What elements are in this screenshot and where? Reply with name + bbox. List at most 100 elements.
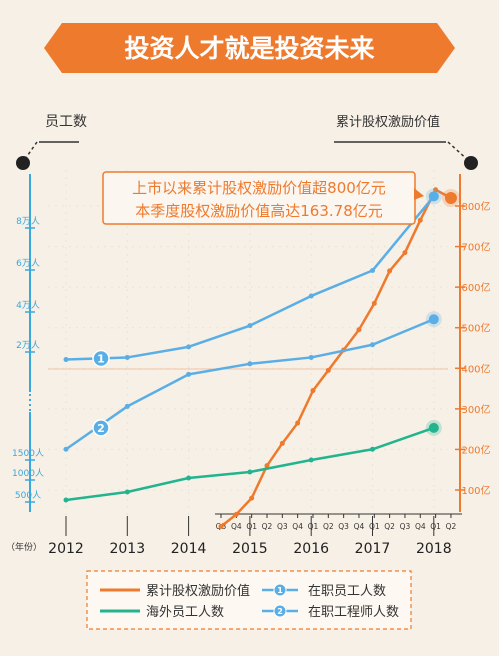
quarter-label: Q2 [446, 522, 457, 531]
data-point [186, 371, 192, 377]
data-point [249, 495, 255, 501]
left-axis-tick-label: 1500人 [12, 448, 44, 459]
data-point [308, 354, 314, 360]
data-point [370, 342, 375, 348]
data-point [310, 388, 316, 394]
data-point [295, 420, 301, 426]
right-axis-tick-label: 100亿 [461, 484, 490, 497]
series-line-equity [220, 188, 452, 528]
data-point [417, 217, 423, 223]
data-point [124, 489, 130, 495]
series-overseas [63, 419, 442, 503]
series-badge [92, 349, 110, 368]
legend-item-equity: 累计股权激励价值 [100, 583, 250, 599]
series-badge-label: 1 [97, 353, 105, 366]
data-point [370, 268, 375, 274]
x-axis-unit-label: （年份） [6, 541, 42, 553]
left-axis-title: 员工数 [45, 114, 87, 130]
annotation-pointer [414, 188, 424, 200]
quarter-label: Q2 [384, 522, 395, 531]
series-employees [63, 188, 442, 368]
series-badge [92, 419, 110, 437]
left-axis-tick-label: 500人 [15, 490, 41, 501]
data-point [63, 446, 69, 452]
data-point [428, 191, 439, 202]
data-point [308, 457, 314, 463]
annotation-line-2: 本季度股权激励价值高达163.78亿元 [135, 202, 383, 220]
left-axis-tick-label: 4万人 [16, 300, 40, 311]
year-label: 2014 [171, 541, 207, 557]
quarter-label: Q1 [246, 522, 257, 531]
right-axis-tick-label: 800亿 [461, 200, 490, 213]
left-axis-tick-label: 1000人 [12, 468, 44, 479]
right-axis-tick-label: 700亿 [461, 241, 490, 254]
series-line-overseas [65, 426, 435, 502]
legend-badge-label: 1 [277, 586, 283, 595]
quarter-label: Q2 [323, 522, 334, 531]
data-point [124, 354, 130, 360]
legend-label: 海外员工人数 [146, 605, 224, 620]
left-axis-cap [16, 156, 30, 170]
series-equity [218, 187, 460, 530]
year-label: 2012 [48, 541, 84, 557]
series-engineers [63, 311, 442, 452]
banner-title: 投资人才就是投资未来 [124, 34, 375, 63]
left-axis-tick-label: 2万人 [16, 340, 40, 351]
legend-label: 累计股权激励价值 [146, 583, 250, 599]
legend-badge-label: 2 [277, 607, 283, 616]
right-axis-cap [464, 156, 478, 170]
data-point [63, 357, 69, 363]
data-point [325, 367, 331, 373]
legend-badge [273, 604, 287, 618]
data-point [124, 403, 130, 409]
data-point [387, 268, 393, 274]
data-point [371, 300, 377, 306]
title-banner [44, 23, 455, 73]
data-point [247, 361, 253, 367]
data-point [444, 192, 457, 204]
data-point [370, 446, 375, 452]
legend-label: 在职工程师人数 [308, 605, 399, 620]
data-point [428, 314, 439, 325]
left-axis-tick-label: 8万人 [16, 216, 40, 227]
quarter-label: Q4 [231, 522, 242, 531]
year-label: 2018 [416, 541, 452, 557]
data-point [356, 327, 362, 333]
right-axis-title: 累计股权激励价值 [336, 114, 440, 130]
data-point [186, 344, 192, 350]
left-axis-tick-label: 6万人 [16, 258, 40, 269]
right-axis-tick-label: 300亿 [461, 403, 490, 416]
data-point [428, 422, 439, 433]
year-label: 2013 [109, 541, 145, 557]
year-label: 2015 [232, 541, 268, 557]
legend-box [86, 570, 412, 630]
data-point [308, 293, 314, 299]
data-point [218, 524, 224, 530]
quarter-label: Q2 [262, 522, 273, 531]
quarter-label: Q1 [369, 522, 380, 531]
quarter-label: Q1 [308, 522, 319, 531]
legend-label: 在职员工人数 [308, 584, 386, 599]
data-point [264, 463, 270, 469]
series-badge-label: 2 [97, 422, 105, 435]
quarter-label: Q3 [277, 522, 288, 531]
year-label: 2016 [293, 541, 329, 557]
data-point [247, 469, 253, 475]
quarter-label: Q4 [292, 522, 303, 531]
data-point [247, 323, 253, 329]
annotation-line-1: 上市以来累计股权激励价值超800亿元 [132, 179, 386, 197]
year-label: 2017 [355, 541, 391, 557]
legend-badge [273, 583, 287, 597]
legend-item-employees: 1 在职员工人数 [262, 583, 386, 599]
right-axis-tick-label: 500亿 [461, 322, 490, 335]
data-point [279, 440, 285, 446]
data-point [402, 250, 408, 256]
data-point [433, 187, 439, 193]
right-axis-tick-label: 600亿 [461, 281, 490, 294]
data-point [186, 475, 192, 481]
data-point [63, 497, 69, 503]
right-axis-tick-label: 400亿 [461, 362, 490, 375]
right-axis-tick-label: 200亿 [461, 443, 490, 456]
quarter-label: Q4 [415, 522, 426, 531]
